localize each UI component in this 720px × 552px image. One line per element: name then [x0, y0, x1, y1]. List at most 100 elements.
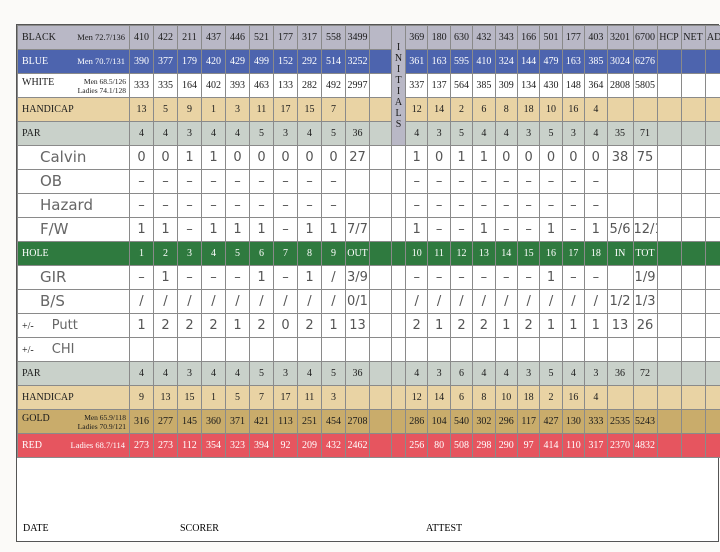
score-cell[interactable]	[273, 337, 298, 362]
out-cell[interactable]: 7/7	[345, 217, 370, 242]
out-cell[interactable]	[345, 193, 370, 218]
score-cell[interactable]: 1	[297, 265, 322, 290]
adj-cell[interactable]	[704, 265, 720, 290]
in-cell[interactable]: 38	[606, 145, 634, 170]
total-cell[interactable]	[632, 169, 658, 194]
out-cell[interactable]: 3/9	[345, 265, 370, 290]
score-cell[interactable]: 0	[427, 145, 451, 170]
score-cell[interactable]: 2	[472, 313, 496, 338]
score-cell[interactable]	[449, 337, 474, 362]
net-cell[interactable]	[680, 145, 706, 170]
gap-cell[interactable]	[369, 217, 392, 242]
score-cell[interactable]: –	[449, 265, 474, 290]
score-cell[interactable]: –	[404, 193, 429, 218]
score-cell[interactable]: –	[516, 193, 541, 218]
score-cell[interactable]: /	[321, 265, 346, 290]
score-cell[interactable]: 1	[249, 265, 274, 290]
hcp-cell[interactable]	[656, 169, 682, 194]
score-cell[interactable]: –	[561, 193, 586, 218]
score-cell[interactable]: –	[297, 193, 322, 218]
score-cell[interactable]	[153, 337, 178, 362]
score-cell[interactable]: 1	[321, 313, 346, 338]
score-cell[interactable]: –	[249, 193, 274, 218]
score-cell[interactable]: –	[177, 193, 202, 218]
score-cell[interactable]	[225, 337, 250, 362]
score-cell[interactable]: /	[539, 289, 563, 314]
out-cell[interactable]	[345, 169, 370, 194]
out-cell[interactable]	[345, 337, 370, 362]
score-cell[interactable]: 1	[539, 265, 563, 290]
score-cell[interactable]: /	[449, 289, 474, 314]
hcp-cell[interactable]	[656, 193, 682, 218]
score-cell[interactable]: 1	[153, 217, 178, 242]
score-cell[interactable]: /	[584, 289, 608, 314]
score-cell[interactable]: /	[177, 289, 202, 314]
score-cell[interactable]: –	[561, 265, 586, 290]
score-cell[interactable]: 2	[153, 313, 178, 338]
score-cell[interactable]: –	[201, 193, 226, 218]
score-cell[interactable]: 0	[225, 145, 250, 170]
score-cell[interactable]: –	[427, 265, 451, 290]
score-cell[interactable]: –	[449, 217, 474, 242]
score-cell[interactable]: –	[153, 193, 178, 218]
score-cell[interactable]: –	[427, 217, 451, 242]
score-cell[interactable]: –	[427, 169, 451, 194]
score-cell[interactable]: –	[472, 265, 496, 290]
score-cell[interactable]: 1	[584, 217, 608, 242]
score-cell[interactable]: 1	[404, 217, 429, 242]
gap-cell[interactable]	[369, 313, 392, 338]
out-cell[interactable]: 13	[345, 313, 370, 338]
score-cell[interactable]	[516, 337, 541, 362]
adj-cell[interactable]	[704, 313, 720, 338]
gap-cell[interactable]	[369, 193, 392, 218]
score-cell[interactable]	[321, 337, 346, 362]
score-cell[interactable]: 2	[201, 313, 226, 338]
score-cell[interactable]: –	[273, 217, 298, 242]
hcp-cell[interactable]	[656, 145, 682, 170]
hcp-cell[interactable]	[656, 217, 682, 242]
adj-cell[interactable]	[704, 193, 720, 218]
score-cell[interactable]: –	[321, 193, 346, 218]
score-cell[interactable]: –	[494, 265, 518, 290]
hcp-cell[interactable]	[656, 289, 682, 314]
adj-cell[interactable]	[704, 145, 720, 170]
score-cell[interactable]: 1	[472, 145, 496, 170]
score-cell[interactable]: –	[561, 217, 586, 242]
gap-cell[interactable]	[391, 337, 406, 362]
score-cell[interactable]: 1	[539, 313, 563, 338]
score-cell[interactable]: 1	[449, 145, 474, 170]
score-cell[interactable]: –	[539, 169, 563, 194]
score-cell[interactable]: 0	[249, 145, 274, 170]
net-cell[interactable]	[680, 169, 706, 194]
score-cell[interactable]: 2	[516, 313, 541, 338]
score-cell[interactable]: 1	[249, 217, 274, 242]
gap-cell[interactable]	[369, 337, 392, 362]
net-cell[interactable]	[680, 337, 706, 362]
score-cell[interactable]: –	[494, 193, 518, 218]
score-cell[interactable]: 1	[584, 313, 608, 338]
score-cell[interactable]	[129, 337, 154, 362]
score-cell[interactable]: 1	[153, 265, 178, 290]
score-cell[interactable]: –	[449, 169, 474, 194]
score-cell[interactable]: –	[584, 169, 608, 194]
score-cell[interactable]	[494, 337, 518, 362]
net-cell[interactable]	[680, 289, 706, 314]
score-cell[interactable]	[539, 337, 563, 362]
score-cell[interactable]: –	[249, 169, 274, 194]
score-cell[interactable]: 1	[539, 217, 563, 242]
score-cell[interactable]: 2	[177, 313, 202, 338]
score-cell[interactable]: 1	[225, 313, 250, 338]
score-cell[interactable]: 0	[153, 145, 178, 170]
gap-cell[interactable]	[391, 265, 406, 290]
adj-cell[interactable]	[704, 337, 720, 362]
score-cell[interactable]: –	[561, 169, 586, 194]
score-cell[interactable]: 2	[404, 313, 429, 338]
score-cell[interactable]: 1	[404, 145, 429, 170]
hcp-cell[interactable]	[656, 337, 682, 362]
score-cell[interactable]: –	[273, 265, 298, 290]
score-cell[interactable]: 1	[494, 313, 518, 338]
score-cell[interactable]: /	[404, 289, 429, 314]
score-cell[interactable]	[297, 337, 322, 362]
score-cell[interactable]	[177, 337, 202, 362]
score-cell[interactable]: –	[129, 169, 154, 194]
